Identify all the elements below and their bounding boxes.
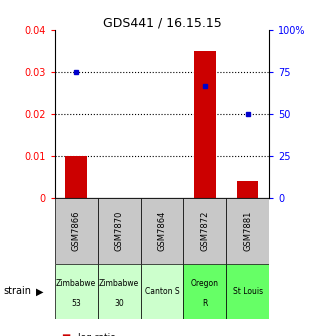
Text: 30: 30 bbox=[114, 299, 124, 308]
Text: GSM7870: GSM7870 bbox=[115, 211, 124, 251]
Text: Canton S: Canton S bbox=[145, 287, 179, 296]
Text: strain: strain bbox=[3, 287, 31, 296]
Bar bbox=[98, 198, 141, 264]
Title: GDS441 / 16.15.15: GDS441 / 16.15.15 bbox=[103, 16, 221, 29]
Bar bbox=[141, 264, 183, 319]
Bar bbox=[55, 264, 98, 319]
Bar bbox=[183, 264, 226, 319]
Bar bbox=[55, 198, 98, 264]
Bar bbox=[141, 198, 183, 264]
Text: GSM7872: GSM7872 bbox=[200, 211, 209, 251]
Bar bbox=[226, 198, 269, 264]
Text: ▶: ▶ bbox=[36, 287, 44, 296]
Text: GSM7866: GSM7866 bbox=[72, 211, 81, 251]
Text: 53: 53 bbox=[71, 299, 81, 308]
Bar bbox=[98, 264, 141, 319]
Text: log ratio: log ratio bbox=[78, 333, 116, 336]
Text: GSM7881: GSM7881 bbox=[243, 211, 252, 251]
Text: Oregon: Oregon bbox=[191, 279, 219, 288]
Text: Zimbabwe: Zimbabwe bbox=[99, 279, 139, 288]
Text: St Louis: St Louis bbox=[233, 287, 263, 296]
Text: R: R bbox=[202, 299, 208, 308]
Bar bbox=[226, 264, 269, 319]
Text: GSM7864: GSM7864 bbox=[157, 211, 167, 251]
Bar bbox=[183, 198, 226, 264]
Text: Zimbabwe: Zimbabwe bbox=[56, 279, 96, 288]
Text: ■: ■ bbox=[61, 333, 70, 336]
Bar bbox=[237, 181, 259, 198]
Bar bbox=[65, 156, 87, 198]
Bar bbox=[194, 51, 216, 198]
